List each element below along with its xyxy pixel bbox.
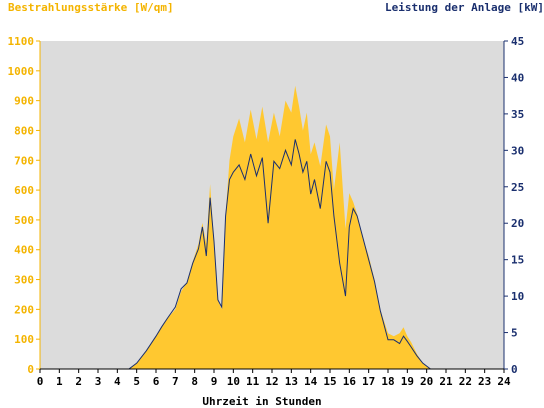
x-axis-tick-label: 18 (381, 375, 394, 388)
x-axis-tick-label: 8 (191, 375, 198, 388)
right-axis-tick-label: 15 (511, 254, 524, 267)
x-axis-tick-label: 2 (75, 375, 82, 388)
power-line (40, 139, 504, 370)
x-axis-tick-label: 24 (497, 375, 511, 388)
x-axis-tick-label: 19 (401, 375, 414, 388)
x-axis-tick-label: 20 (420, 375, 433, 388)
x-axis-tick-label: 4 (114, 375, 121, 388)
x-axis-tick-label: 13 (285, 375, 298, 388)
left-axis-tick-label: 600 (14, 184, 34, 197)
x-axis-tick-label: 5 (133, 375, 140, 388)
x-axis-tick-label: 10 (227, 375, 240, 388)
x-axis-tick-label: 11 (246, 375, 260, 388)
x-axis-tick-label: 6 (153, 375, 160, 388)
right-axis-tick-label: 30 (511, 144, 524, 157)
x-axis-label: Uhrzeit in Stunden (202, 395, 321, 408)
right-axis-tick-label: 45 (511, 35, 524, 48)
x-axis-tick-label: 21 (439, 375, 453, 388)
right-axis-tick-label: 5 (511, 327, 518, 340)
right-axis-title: Leistung der Anlage [kW] (385, 1, 544, 14)
left-axis-tick-label: 0 (27, 363, 34, 376)
x-axis-tick-label: 14 (304, 375, 318, 388)
right-axis-tick-label: 40 (511, 71, 524, 84)
left-axis-tick-label: 1000 (8, 65, 35, 78)
right-axis-tick-label: 10 (511, 290, 524, 303)
left-axis-tick-label: 700 (14, 154, 34, 167)
x-axis-tick-label: 7 (172, 375, 179, 388)
left-axis-tick-label: 900 (14, 95, 34, 108)
left-axis-tick-label: 500 (14, 214, 34, 227)
left-axis-tick-label: 300 (14, 274, 34, 287)
right-axis-tick-label: 35 (511, 108, 524, 121)
left-axis-tick-label: 400 (14, 244, 34, 257)
irradiance-area (40, 85, 504, 369)
left-axis-title: Bestrahlungsstärke [W/qm] (8, 1, 174, 14)
left-axis-tick-label: 100 (14, 333, 34, 346)
left-axis-tick-label: 200 (14, 303, 34, 316)
x-axis-tick-label: 17 (362, 375, 375, 388)
x-axis-tick-label: 9 (211, 375, 218, 388)
x-axis-tick-label: 23 (478, 375, 491, 388)
left-axis-tick-label: 1100 (8, 35, 35, 48)
right-axis-tick-label: 25 (511, 181, 524, 194)
x-axis-tick-label: 16 (343, 375, 357, 388)
left-axis-tick-label: 800 (14, 124, 34, 137)
right-axis-tick-label: 20 (511, 217, 524, 230)
x-axis-tick-label: 3 (95, 375, 102, 388)
x-axis-tick-label: 12 (265, 375, 278, 388)
x-axis-tick-label: 0 (37, 375, 44, 388)
right-axis-tick-label: 0 (511, 363, 518, 376)
axis-ticks: 0100200300400500600700800900100011000510… (8, 35, 525, 388)
x-axis-tick-label: 1 (56, 375, 63, 388)
x-axis-tick-label: 15 (323, 375, 336, 388)
x-axis-tick-label: 22 (459, 375, 472, 388)
